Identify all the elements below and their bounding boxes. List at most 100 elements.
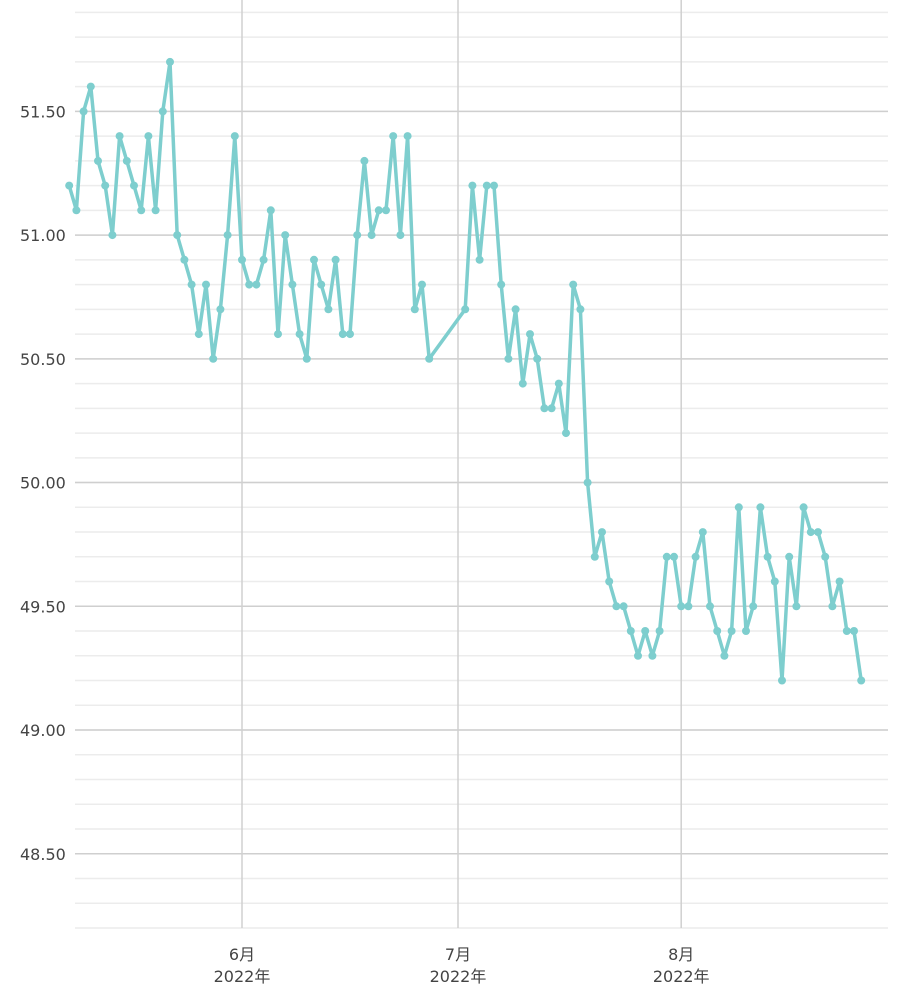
data-point	[295, 330, 304, 339]
data-point	[706, 602, 714, 611]
data-point	[842, 627, 851, 635]
data-point	[648, 651, 657, 660]
data-point	[302, 354, 311, 363]
data-point	[230, 132, 239, 141]
data-point	[130, 181, 138, 190]
data-point	[670, 552, 678, 561]
y-tick-label: 50.50	[20, 350, 66, 369]
data-point	[828, 602, 837, 611]
data-point	[634, 651, 642, 660]
data-point	[504, 354, 513, 363]
data-point	[691, 552, 700, 561]
y-tick-label: 51.50	[20, 102, 66, 121]
x-tick-month-label: 6月	[229, 945, 255, 964]
data-point	[331, 255, 340, 264]
data-point	[389, 132, 398, 141]
data-point	[194, 330, 203, 339]
minor-gridlines	[75, 11, 888, 929]
data-point	[475, 255, 484, 264]
data-point	[209, 354, 218, 363]
y-tick-label: 48.50	[20, 845, 66, 864]
data-point	[137, 206, 146, 215]
data-point	[410, 305, 419, 314]
data-point	[461, 305, 470, 314]
data-point	[526, 330, 534, 339]
data-point	[151, 206, 160, 215]
data-point	[317, 280, 326, 289]
data-point	[619, 602, 628, 611]
data-point	[562, 429, 570, 438]
data-point	[540, 404, 549, 413]
series-layer	[65, 57, 866, 685]
data-point	[468, 181, 477, 190]
data-point	[511, 305, 520, 314]
x-tick-year-label: 2022年	[653, 967, 710, 986]
data-point	[763, 552, 772, 561]
data-point	[101, 181, 110, 190]
data-point	[158, 107, 167, 116]
data-point	[749, 602, 758, 611]
data-point	[756, 503, 765, 512]
data-point	[742, 627, 750, 635]
y-tick-label: 51.00	[20, 226, 66, 245]
x-tick-year-label: 2022年	[430, 967, 487, 986]
data-point	[497, 280, 506, 289]
data-point	[115, 132, 124, 141]
data-point	[835, 577, 844, 586]
y-tick-label: 49.50	[20, 597, 66, 616]
data-point	[108, 231, 117, 240]
data-point	[374, 206, 383, 215]
data-point	[799, 503, 808, 512]
x-tick-month-label: 8月	[668, 945, 694, 964]
data-point	[655, 627, 664, 635]
data-point	[821, 552, 830, 561]
data-point	[850, 627, 858, 635]
data-point	[338, 330, 347, 339]
data-point	[252, 280, 261, 289]
data-point	[223, 231, 232, 240]
data-point	[626, 627, 635, 635]
y-tick-label: 50.00	[20, 474, 66, 493]
data-point	[612, 602, 621, 611]
data-point	[367, 231, 376, 240]
data-point	[576, 305, 585, 314]
data-point	[65, 181, 74, 190]
data-point	[713, 627, 722, 635]
data-point	[684, 602, 693, 611]
data-point	[778, 676, 786, 685]
data-point	[490, 181, 498, 190]
data-point	[418, 280, 426, 289]
data-point	[727, 627, 736, 635]
data-point	[590, 552, 599, 561]
vertical-gridlines	[241, 0, 682, 928]
data-point	[202, 280, 210, 289]
data-point	[72, 206, 81, 215]
data-point	[396, 231, 405, 240]
data-point	[792, 602, 801, 611]
data-point	[720, 651, 729, 660]
data-point	[360, 156, 369, 165]
data-point	[122, 156, 131, 165]
data-point	[554, 379, 563, 388]
data-point	[79, 107, 88, 116]
data-point	[857, 676, 866, 685]
data-point	[353, 231, 362, 240]
data-point	[547, 404, 556, 413]
data-point	[814, 528, 822, 537]
data-point	[94, 156, 102, 165]
data-point	[216, 305, 225, 314]
x-tick-year-label: 2022年	[214, 967, 271, 986]
data-point	[569, 280, 578, 289]
data-point	[641, 627, 650, 635]
data-point	[533, 354, 542, 363]
data-point	[238, 255, 246, 264]
data-point	[266, 206, 275, 215]
data-point	[173, 231, 182, 240]
data-point	[662, 552, 671, 561]
data-point	[166, 57, 174, 66]
data-point	[281, 231, 290, 240]
data-point	[245, 280, 254, 289]
data-point	[482, 181, 491, 190]
data-point	[785, 552, 794, 561]
